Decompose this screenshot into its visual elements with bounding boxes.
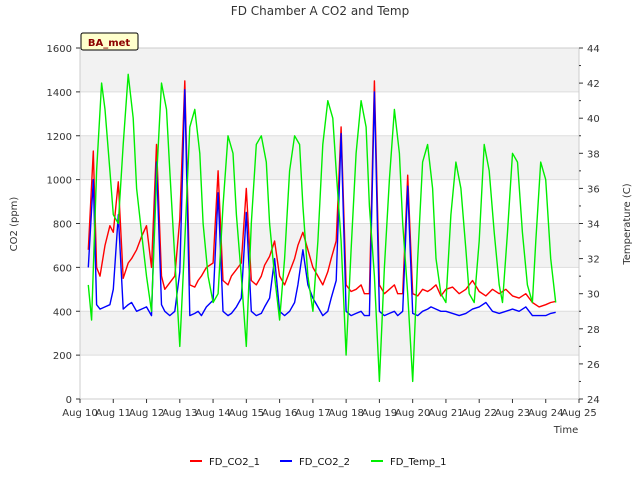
x-tick-label: Aug 11 [96, 408, 131, 419]
y-right-tick-label: 44 [587, 44, 600, 55]
background-band [80, 311, 579, 356]
series-line-fd-co2-1 [87, 80, 556, 308]
x-axis-title: Time [553, 425, 578, 436]
x-tick-label: Aug 24 [528, 408, 563, 419]
series-line-fd-temp-1 [87, 73, 557, 383]
y-right-tick-label: 34 [587, 220, 600, 231]
y-left-tick-label: 1600 [47, 44, 72, 55]
background-band [80, 135, 579, 180]
y-left-tick-label: 800 [53, 220, 72, 231]
y-left-tick-label: 0 [66, 395, 72, 406]
series-layer [87, 73, 557, 383]
x-tick-label: Aug 23 [495, 408, 530, 419]
x-tick-label: Aug 14 [195, 408, 230, 419]
y-right-tick-label: 24 [587, 395, 600, 406]
x-tick-label: Aug 18 [328, 408, 363, 419]
y-left-tick-label: 1000 [47, 176, 72, 187]
x-tick-label: Aug 22 [461, 408, 496, 419]
site-badge-box [80, 32, 139, 51]
y-right-tick-label: 30 [587, 290, 600, 301]
x-tick-label: Aug 16 [262, 408, 297, 419]
y-left-tick-label: 400 [53, 307, 72, 318]
site-badge: BA_met [80, 32, 139, 51]
legend: FD_CO2_1 FD_CO2_2 FD_Temp_1 [190, 457, 446, 468]
legend-label: FD_CO2_1 [209, 457, 260, 468]
legend-label: FD_CO2_2 [299, 457, 350, 468]
y-axis-right-title: Temperature (C) [622, 183, 633, 265]
y-right-tick-label: 26 [587, 360, 600, 371]
y-left-tick-label: 200 [53, 351, 72, 362]
x-tick-label: Aug 13 [162, 408, 197, 419]
x-tick-label: Aug 17 [295, 408, 330, 419]
y-right-tick-label: 38 [587, 149, 600, 160]
y-axis-left-ticks: 0 200 400 600 800 1000 1200 1400 1600 [47, 44, 80, 406]
background-band [80, 48, 579, 92]
x-tick-label: Aug 20 [395, 408, 430, 419]
y-axis-right-ticks: 24 26 28 30 32 34 36 38 40 42 44 [579, 44, 600, 406]
site-badge-label: BA_met [88, 38, 131, 49]
chart-title: FD Chamber A CO2 and Temp [231, 4, 409, 18]
y-left-tick-label: 600 [53, 263, 72, 274]
x-tick-label: Aug 25 [561, 408, 596, 419]
y-left-tick-label: 1200 [47, 132, 72, 143]
y-right-tick-label: 36 [587, 184, 600, 195]
x-tick-label: Aug 12 [129, 408, 164, 419]
x-tick-label: Aug 21 [428, 408, 463, 419]
y-right-tick-label: 28 [587, 325, 600, 336]
y-left-tick-label: 1400 [47, 88, 72, 99]
y-right-tick-label: 42 [587, 79, 600, 90]
y-axis-left-title: CO2 (ppm) [9, 197, 20, 252]
series-line-fd-co2-2 [87, 88, 556, 317]
x-tick-label: Aug 19 [362, 408, 397, 419]
x-tick-label: Aug 10 [62, 408, 97, 419]
y-right-tick-label: 40 [587, 114, 600, 125]
y-right-tick-label: 32 [587, 255, 600, 266]
x-tick-label: Aug 15 [229, 408, 264, 419]
legend-label: FD_Temp_1 [390, 457, 446, 468]
